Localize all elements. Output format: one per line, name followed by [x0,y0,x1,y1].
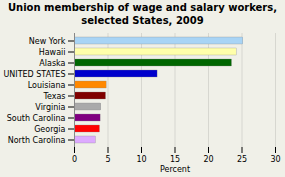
svg-text:New York: New York [29,37,66,46]
svg-text:5: 5 [105,155,110,164]
svg-text:Virginia: Virginia [35,103,65,112]
svg-text:Texas: Texas [42,92,65,101]
svg-text:North Carolina: North Carolina [8,136,66,145]
svg-text:Hawaii: Hawaii [39,48,66,57]
svg-text:South Carolina: South Carolina [7,114,66,123]
svg-text:20: 20 [203,155,213,164]
svg-text:0: 0 [72,155,77,164]
svg-text:Louisiana: Louisiana [28,81,66,90]
svg-text:15: 15 [170,155,180,164]
svg-text:Percent: Percent [160,165,190,174]
html-text:Union membership of wage and s: Union membership of wage and salary work… [8,2,277,26]
svg-text:Alaska: Alaska [39,59,65,68]
svg-text:25: 25 [237,155,247,164]
svg-text:UNITED STATES: UNITED STATES [3,70,65,79]
svg-text:10: 10 [136,155,146,164]
svg-text:30: 30 [270,155,280,164]
svg-text:Georgia: Georgia [34,125,65,134]
